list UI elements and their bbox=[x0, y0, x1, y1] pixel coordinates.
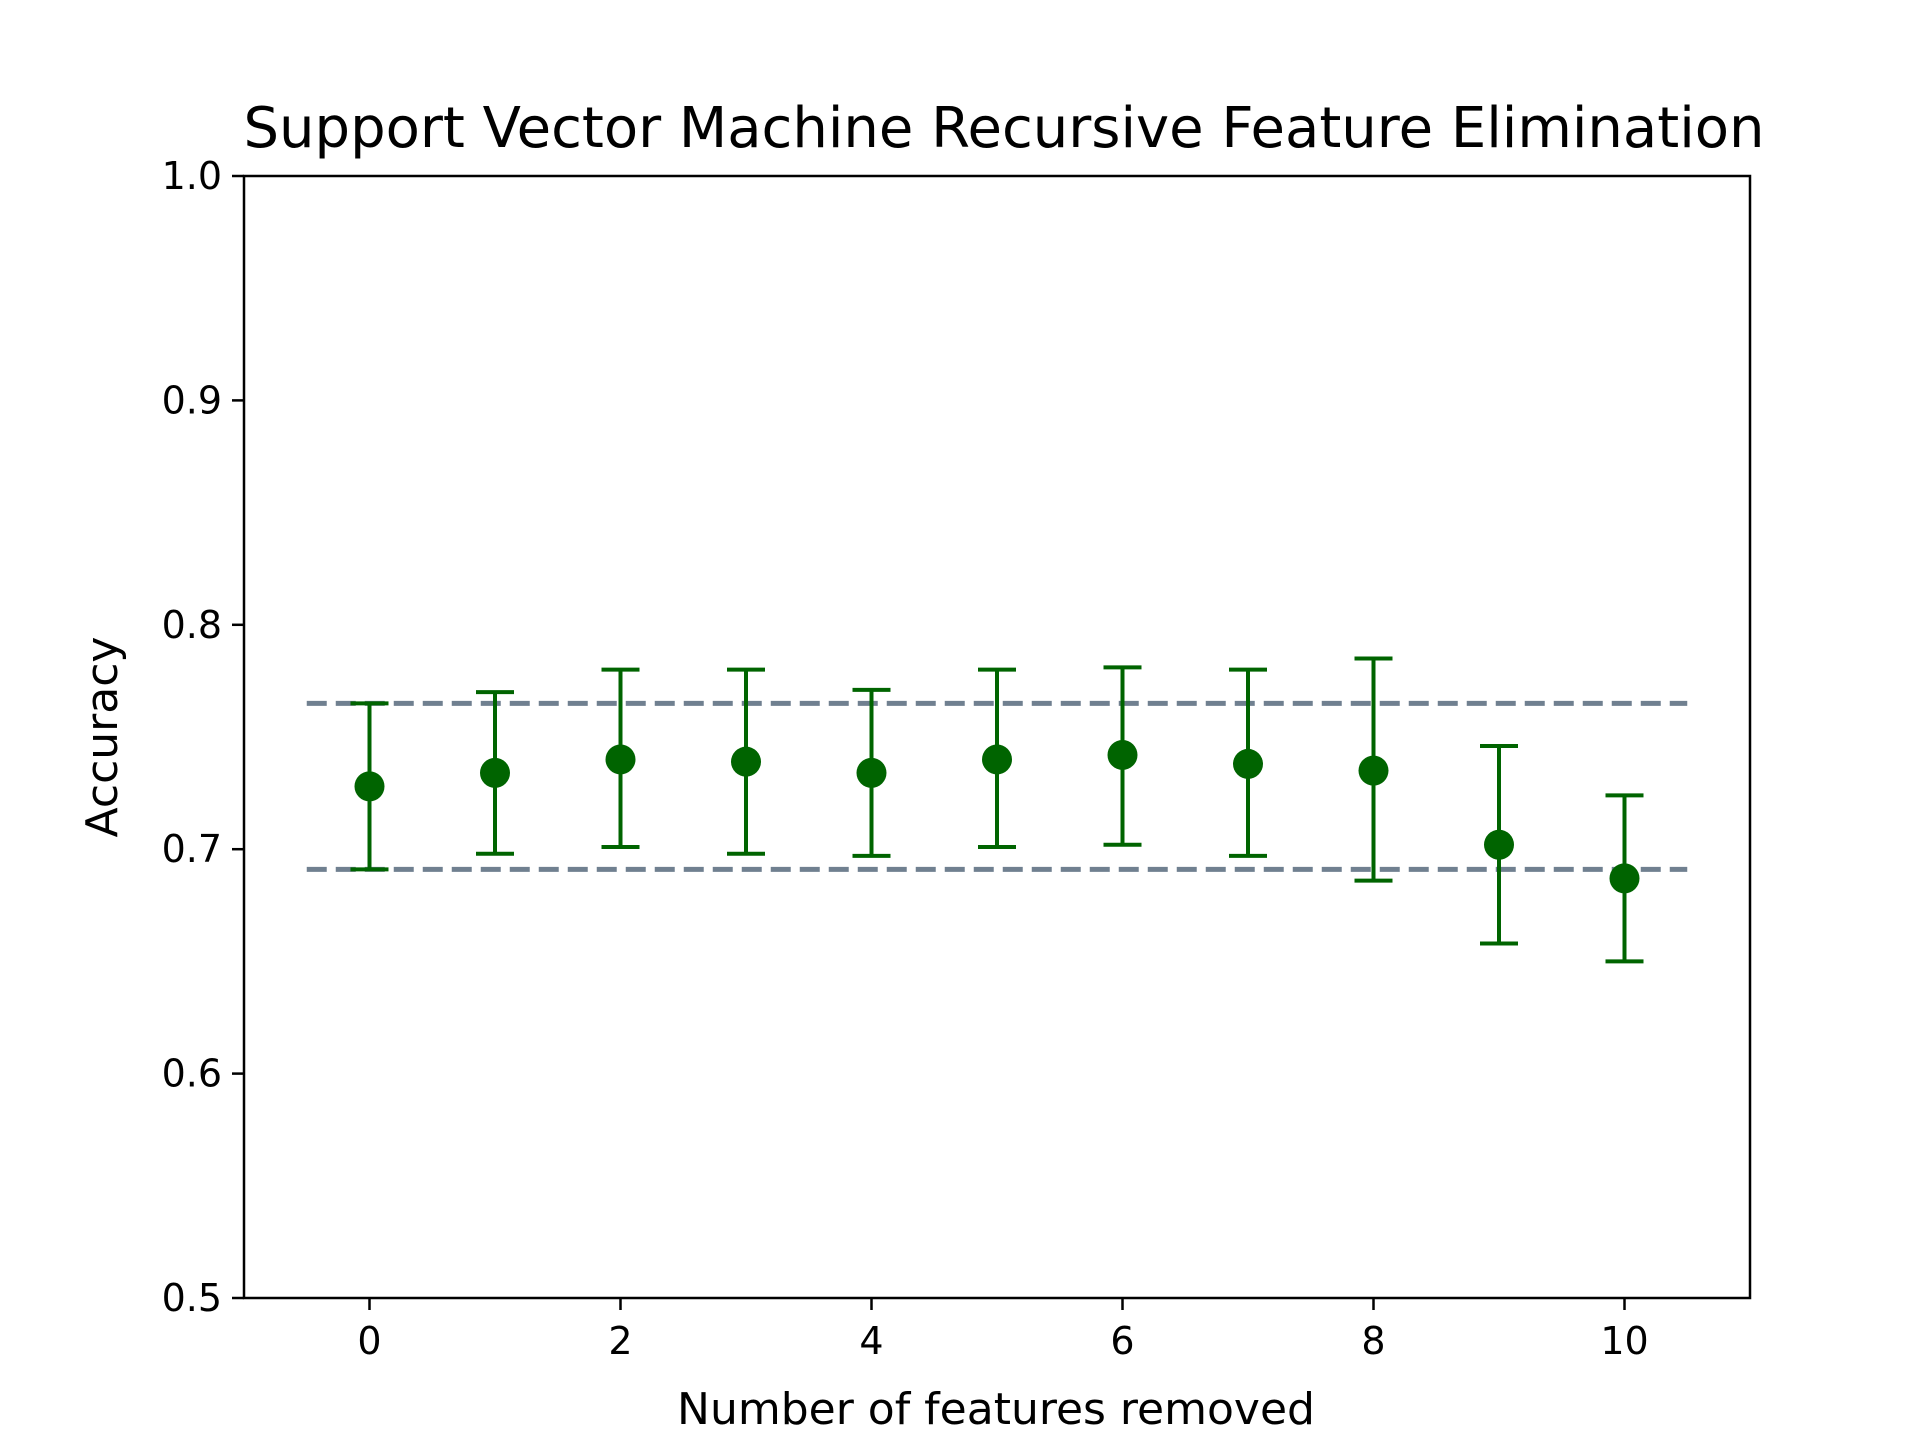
y-axis-label: Accuracy bbox=[77, 637, 128, 838]
data-point-group bbox=[852, 687, 891, 858]
x-axis-ticks: 0 2 4 6 8 10 bbox=[357, 1298, 1649, 1363]
data-point bbox=[354, 771, 385, 802]
data-point bbox=[480, 757, 510, 788]
data-point bbox=[1609, 863, 1640, 894]
data-point-group bbox=[1103, 665, 1142, 847]
x-tick-label: 6 bbox=[1110, 1319, 1134, 1363]
axes-frame bbox=[242, 174, 1752, 1300]
y-tick-label: 1.0 bbox=[162, 154, 222, 198]
data-point-group bbox=[1354, 656, 1393, 883]
data-point bbox=[605, 744, 636, 775]
y-tick-label: 0.5 bbox=[162, 1276, 222, 1320]
x-tick-label: 2 bbox=[608, 1319, 632, 1363]
data-point-group bbox=[978, 667, 1016, 849]
x-tick-label: 4 bbox=[859, 1319, 883, 1363]
y-axis-ticks: 0.5 0.6 0.7 0.8 0.9 1.0 bbox=[162, 154, 244, 1320]
plot-area bbox=[306, 656, 1688, 964]
data-point bbox=[982, 744, 1012, 775]
chart-title: Support Vector Machine Recursive Feature… bbox=[243, 96, 1764, 161]
data-point-group bbox=[350, 701, 389, 872]
data-point bbox=[856, 757, 887, 788]
y-tick-label: 0.7 bbox=[162, 827, 222, 871]
data-point-group bbox=[601, 667, 640, 849]
data-point-group bbox=[1229, 667, 1267, 858]
data-point-group bbox=[1605, 793, 1644, 964]
x-tick-label: 10 bbox=[1600, 1319, 1648, 1363]
y-tick-label: 0.6 bbox=[162, 1052, 222, 1096]
y-tick-label: 0.8 bbox=[162, 603, 222, 647]
data-point bbox=[1107, 739, 1138, 770]
x-tick-label: 8 bbox=[1361, 1319, 1385, 1363]
x-axis-label: Number of features removed bbox=[677, 1384, 1315, 1435]
data-point-group bbox=[727, 667, 765, 856]
data-point bbox=[1484, 829, 1514, 860]
y-tick-label: 0.9 bbox=[162, 378, 222, 422]
x-tick-label: 0 bbox=[357, 1319, 381, 1363]
data-point bbox=[731, 746, 761, 777]
data-point-group bbox=[476, 690, 514, 856]
data-point bbox=[1358, 755, 1389, 786]
data-point bbox=[1233, 748, 1263, 779]
data-point-group bbox=[1480, 743, 1518, 946]
